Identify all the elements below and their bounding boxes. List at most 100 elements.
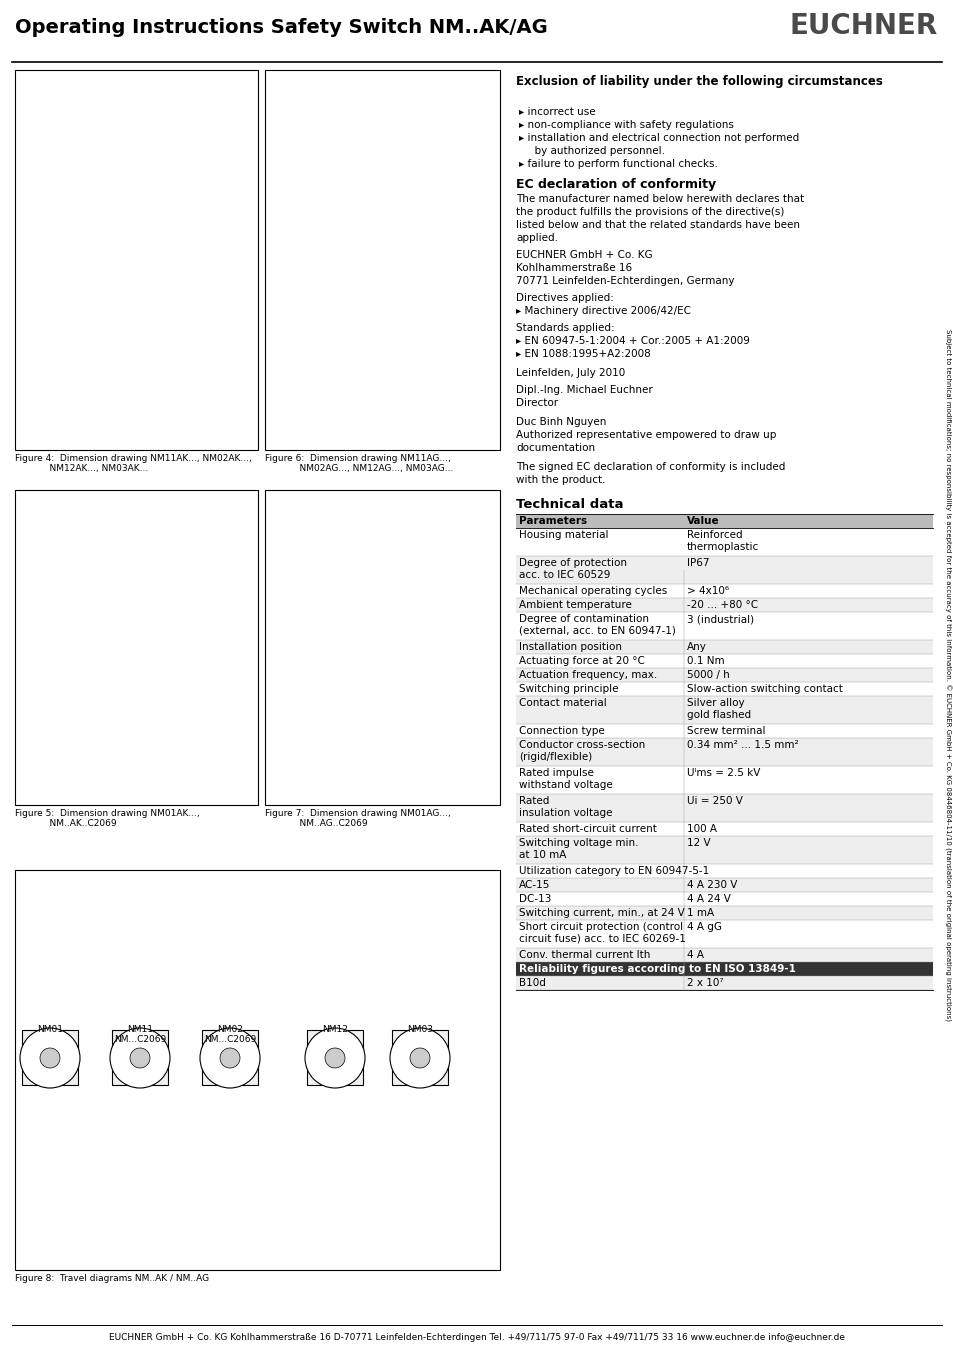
Text: Switching voltage min.
at 10 mA: Switching voltage min. at 10 mA bbox=[518, 838, 638, 859]
Bar bbox=[516, 528, 932, 557]
Bar bbox=[516, 948, 932, 962]
Text: Duc Binh Nguyen: Duc Binh Nguyen bbox=[516, 417, 606, 427]
Bar bbox=[516, 654, 932, 667]
Bar bbox=[516, 920, 932, 948]
Text: Contact material: Contact material bbox=[518, 698, 606, 708]
Text: Figure 5:  Dimension drawing NM01AK...,
            NM..AK..C2069: Figure 5: Dimension drawing NM01AK..., N… bbox=[15, 809, 199, 828]
Text: Degree of contamination
(external, acc. to EN 60947-1): Degree of contamination (external, acc. … bbox=[518, 613, 675, 635]
Text: Dipl.-Ing. Michael Euchner: Dipl.-Ing. Michael Euchner bbox=[516, 385, 652, 394]
Bar bbox=[516, 682, 932, 696]
Text: EUCHNER: EUCHNER bbox=[789, 12, 937, 41]
Text: Short circuit protection (control
circuit fuse) acc. to IEC 60269-1: Short circuit protection (control circui… bbox=[518, 921, 685, 943]
Text: Parameters: Parameters bbox=[518, 516, 586, 526]
Bar bbox=[392, 1029, 448, 1085]
Text: 100 A: 100 A bbox=[686, 824, 717, 834]
Text: 12 V: 12 V bbox=[686, 838, 710, 848]
Text: Leinfelden, July 2010: Leinfelden, July 2010 bbox=[516, 367, 624, 378]
Bar bbox=[15, 870, 499, 1270]
Text: Uᴵms = 2.5 kV: Uᴵms = 2.5 kV bbox=[686, 767, 760, 778]
Bar bbox=[516, 724, 932, 738]
Text: Kohlhammerstraße 16: Kohlhammerstraße 16 bbox=[516, 263, 632, 273]
Text: Actuating force at 20 °C: Actuating force at 20 °C bbox=[518, 657, 644, 666]
Bar bbox=[516, 513, 932, 528]
Text: NM01: NM01 bbox=[37, 1025, 63, 1034]
Text: Technical data: Technical data bbox=[516, 499, 623, 511]
Text: ▸ EN 60947-5-1:2004 + Cor.:2005 + A1:2009: ▸ EN 60947-5-1:2004 + Cor.:2005 + A1:200… bbox=[516, 336, 749, 346]
Text: ▸ installation and electrical connection not performed: ▸ installation and electrical connection… bbox=[518, 132, 799, 143]
Circle shape bbox=[130, 1048, 150, 1069]
Text: the product fulfills the provisions of the directive(s): the product fulfills the provisions of t… bbox=[516, 207, 783, 218]
Bar bbox=[516, 584, 932, 598]
Bar bbox=[516, 667, 932, 682]
Bar bbox=[15, 70, 257, 450]
Text: > 4x10⁶: > 4x10⁶ bbox=[686, 586, 728, 596]
Text: EUCHNER GmbH + Co. KG: EUCHNER GmbH + Co. KG bbox=[516, 250, 652, 259]
Text: 4 A gG: 4 A gG bbox=[686, 921, 721, 932]
Bar bbox=[265, 70, 499, 450]
Circle shape bbox=[220, 1048, 240, 1069]
Text: Housing material: Housing material bbox=[518, 530, 608, 540]
Text: Actuation frequency, max.: Actuation frequency, max. bbox=[518, 670, 657, 680]
Bar bbox=[516, 962, 932, 975]
Text: IP67: IP67 bbox=[686, 558, 709, 567]
Text: NM12: NM12 bbox=[322, 1025, 348, 1034]
Text: Utilization category to EN 60947-5-1: Utilization category to EN 60947-5-1 bbox=[518, 866, 708, 875]
Text: ▸ EN 1088:1995+A2:2008: ▸ EN 1088:1995+A2:2008 bbox=[516, 349, 650, 359]
Bar bbox=[516, 892, 932, 907]
Text: Switching principle: Switching principle bbox=[518, 684, 618, 694]
Text: Screw terminal: Screw terminal bbox=[686, 725, 764, 736]
Text: documentation: documentation bbox=[516, 443, 595, 453]
Circle shape bbox=[110, 1028, 170, 1088]
Text: DC-13: DC-13 bbox=[518, 894, 551, 904]
Text: 4 A 230 V: 4 A 230 V bbox=[686, 880, 737, 890]
Bar bbox=[307, 1029, 363, 1085]
Bar bbox=[516, 836, 932, 865]
Text: NM11
NM...C2069: NM11 NM...C2069 bbox=[113, 1025, 166, 1044]
Bar bbox=[15, 490, 257, 805]
Bar bbox=[516, 640, 932, 654]
Circle shape bbox=[200, 1028, 260, 1088]
Text: B10d: B10d bbox=[518, 978, 545, 988]
Bar bbox=[516, 696, 932, 724]
Text: Standards applied:: Standards applied: bbox=[516, 323, 614, 332]
Text: ▸ non-compliance with safety regulations: ▸ non-compliance with safety regulations bbox=[518, 120, 733, 130]
Circle shape bbox=[390, 1028, 450, 1088]
Text: Rated
insulation voltage: Rated insulation voltage bbox=[518, 796, 612, 817]
Bar bbox=[516, 878, 932, 892]
Bar bbox=[516, 821, 932, 836]
Text: Switching current, min., at 24 V: Switching current, min., at 24 V bbox=[518, 908, 684, 917]
Text: Ambient temperature: Ambient temperature bbox=[518, 600, 631, 611]
Bar bbox=[112, 1029, 168, 1085]
Text: 70771 Leinfelden-Echterdingen, Germany: 70771 Leinfelden-Echterdingen, Germany bbox=[516, 276, 734, 286]
Text: Any: Any bbox=[686, 642, 706, 653]
Bar bbox=[265, 490, 499, 805]
Text: 3 (industrial): 3 (industrial) bbox=[686, 613, 753, 624]
Text: with the product.: with the product. bbox=[516, 476, 605, 485]
Text: Rated short-circuit current: Rated short-circuit current bbox=[518, 824, 657, 834]
Text: EC declaration of conformity: EC declaration of conformity bbox=[516, 178, 716, 190]
Text: EUCHNER GmbH + Co. KG Kohlhammerstraße 16 D-70771 Leinfelden-Echterdingen Tel. +: EUCHNER GmbH + Co. KG Kohlhammerstraße 1… bbox=[109, 1333, 844, 1342]
Text: Figure 8:  Travel diagrams NM..AK / NM..AG: Figure 8: Travel diagrams NM..AK / NM..A… bbox=[15, 1274, 209, 1283]
Circle shape bbox=[305, 1028, 365, 1088]
Text: Reinforced
thermoplastic: Reinforced thermoplastic bbox=[686, 530, 759, 551]
Text: Reliability figures according to EN ISO 13849-1: Reliability figures according to EN ISO … bbox=[518, 965, 795, 974]
Text: Subject to technical modifications; no responsibility is accepted for the accura: Subject to technical modifications; no r… bbox=[943, 330, 950, 1021]
Bar bbox=[516, 612, 932, 640]
Circle shape bbox=[325, 1048, 345, 1069]
Bar bbox=[202, 1029, 257, 1085]
Bar bbox=[516, 557, 932, 584]
Text: 2 x 10⁷: 2 x 10⁷ bbox=[686, 978, 722, 988]
Text: NM03: NM03 bbox=[407, 1025, 433, 1034]
Circle shape bbox=[40, 1048, 60, 1069]
Text: Mechanical operating cycles: Mechanical operating cycles bbox=[518, 586, 666, 596]
Text: Connection type: Connection type bbox=[518, 725, 604, 736]
Circle shape bbox=[410, 1048, 430, 1069]
Text: NM02
NM...C2069: NM02 NM...C2069 bbox=[204, 1025, 255, 1044]
Text: Figure 6:  Dimension drawing NM11AG...,
            NM02AG..., NM12AG..., NM03AG: Figure 6: Dimension drawing NM11AG..., N… bbox=[265, 454, 453, 473]
Text: 4 A: 4 A bbox=[686, 950, 703, 961]
Text: 5000 / h: 5000 / h bbox=[686, 670, 729, 680]
Text: Silver alloy
gold flashed: Silver alloy gold flashed bbox=[686, 698, 750, 720]
Text: Conv. thermal current Ith: Conv. thermal current Ith bbox=[518, 950, 650, 961]
Text: Directives applied:: Directives applied: bbox=[516, 293, 613, 303]
Text: 0.1 Nm: 0.1 Nm bbox=[686, 657, 724, 666]
